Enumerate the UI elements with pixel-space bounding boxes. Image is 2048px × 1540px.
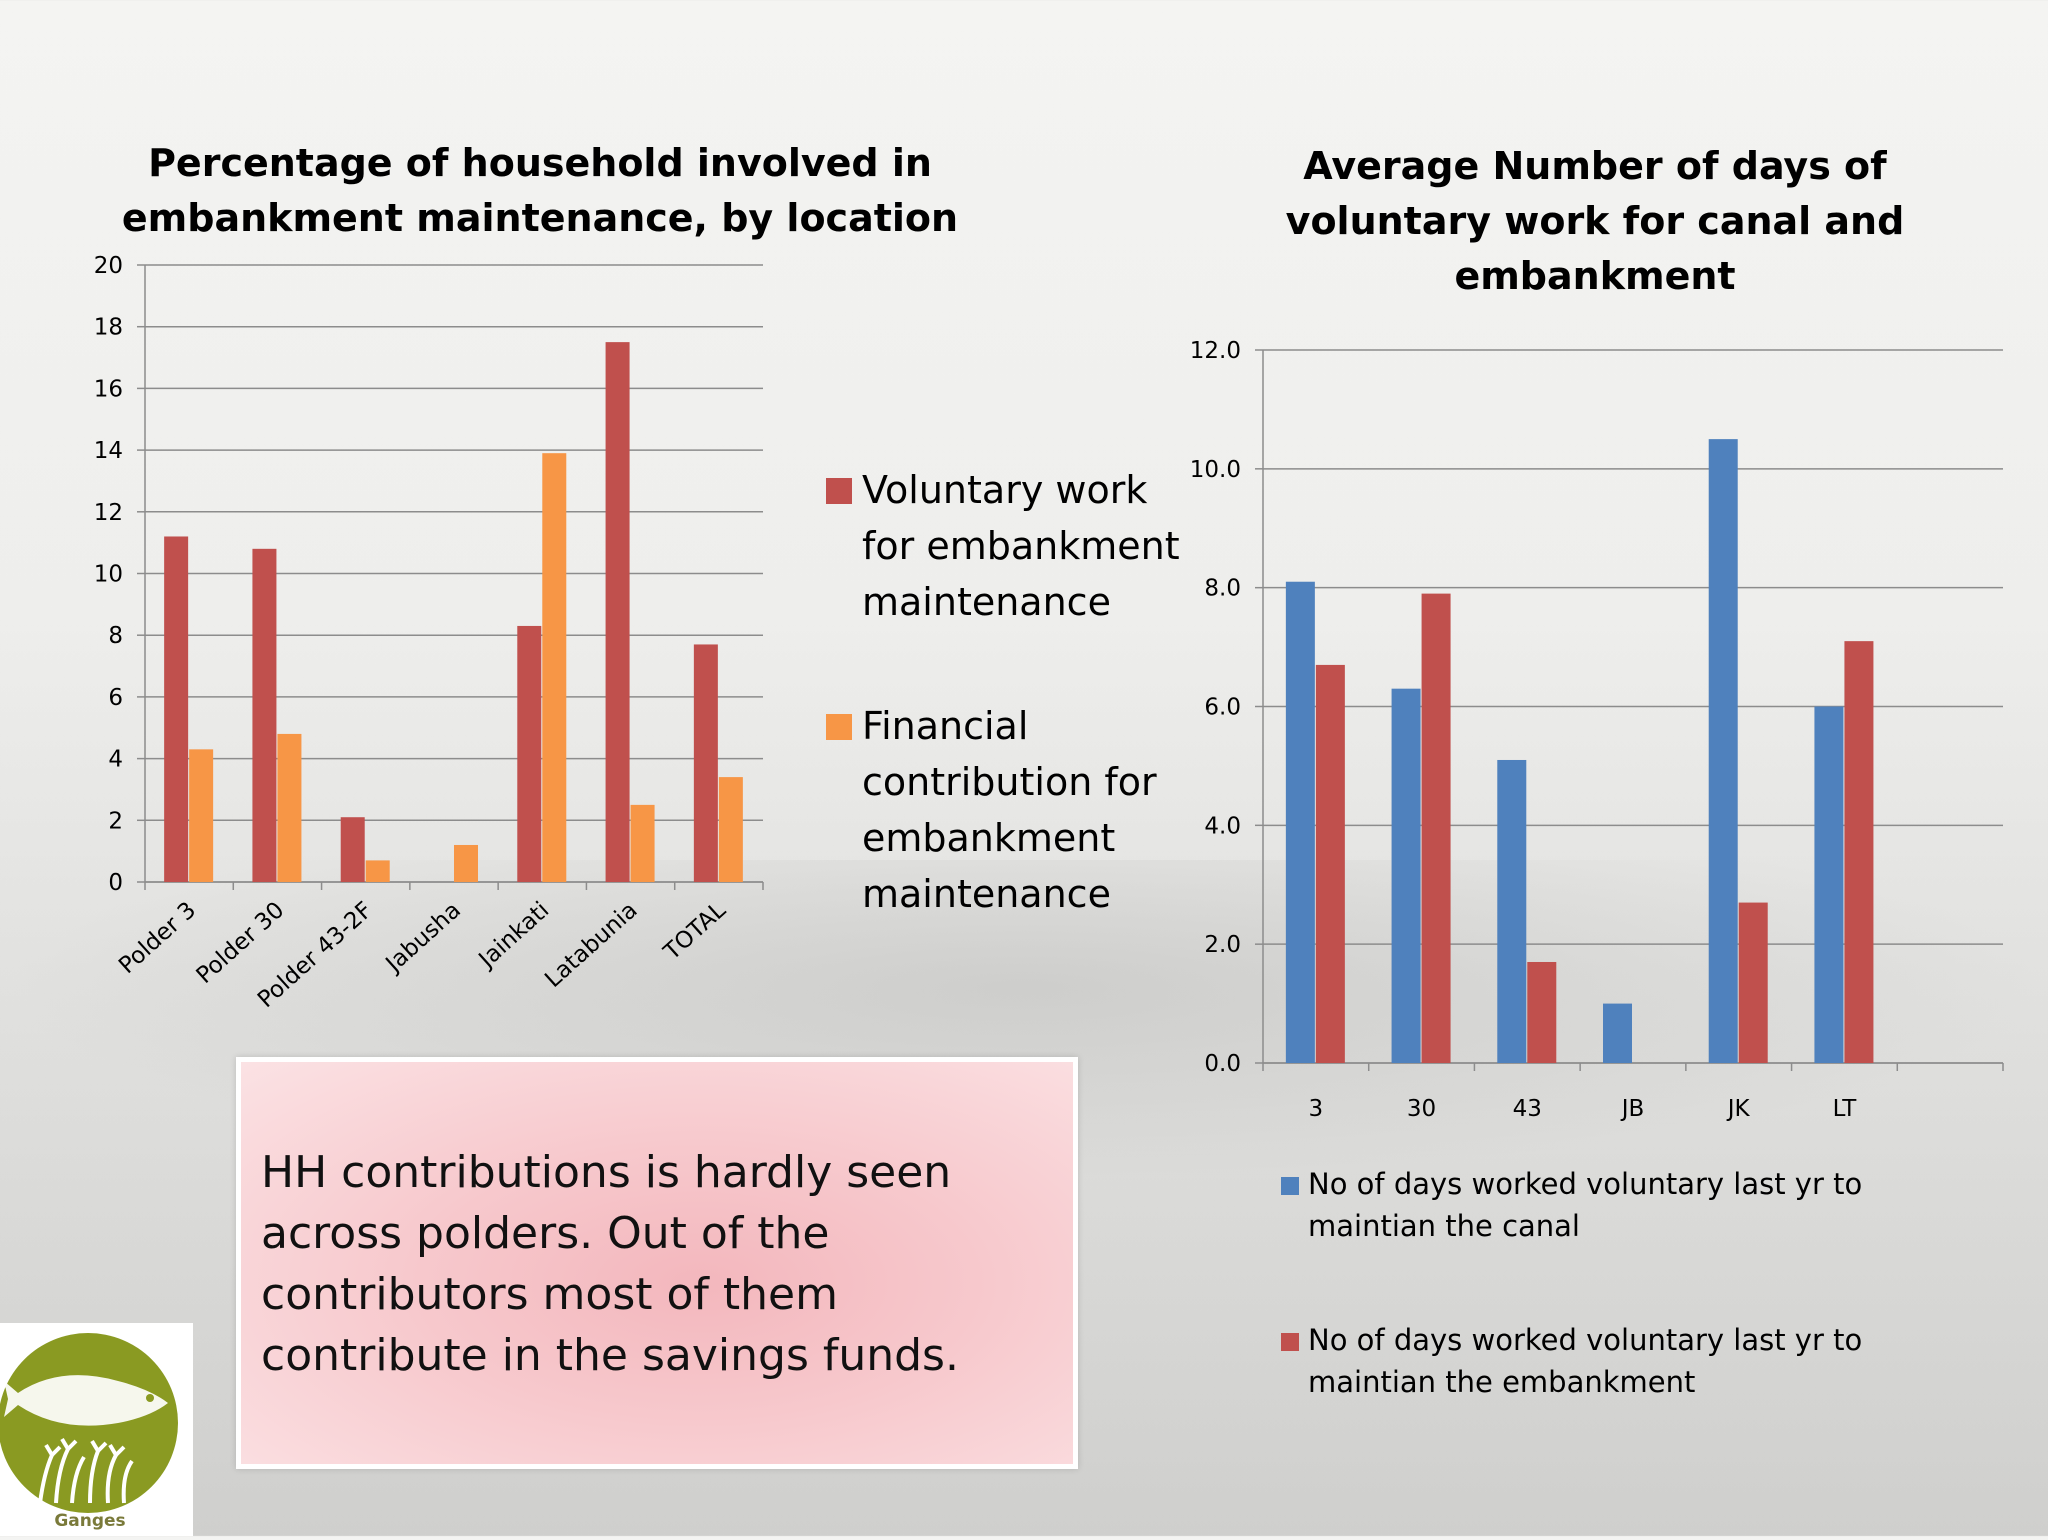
- chart2-ytick-label: 12.0: [1190, 338, 1241, 364]
- ganges-logo: Ganges: [0, 1323, 193, 1536]
- chart2-ytick-label: 6.0: [1204, 695, 1241, 721]
- chart2-bar-1-4: [1738, 902, 1768, 1063]
- chart2-ytick-label: 0.0: [1204, 1051, 1241, 1077]
- chart1-bar-1-5: [630, 804, 655, 882]
- chart2-bar-1-5: [1844, 641, 1874, 1063]
- chart1-category-label: Latabunia: [540, 897, 642, 993]
- chart1-ytick-label: 2: [108, 808, 123, 834]
- chart2-ytick-label: 4.0: [1204, 813, 1241, 839]
- chart-title-household-percentage: Percentage of household involved in emba…: [121, 141, 959, 240]
- chart2-category-label: 43: [1513, 1096, 1542, 1122]
- chart2-category-label: 3: [1309, 1096, 1324, 1122]
- chart2-bar-1-2: [1527, 961, 1557, 1063]
- chart1-legend: Voluntary work for embankment maintenanc…: [820, 462, 1180, 990]
- chart1-category-label: Polder 3: [114, 897, 201, 979]
- chart2-category-label: LT: [1833, 1096, 1858, 1122]
- chart2-bar-0-3: [1603, 1003, 1632, 1063]
- chart1-bar-0-2: [340, 817, 365, 882]
- legend-swatch-embankment-days: [1281, 1333, 1299, 1351]
- chart1-bar-0-5: [605, 342, 630, 882]
- chart1-ytick-label: 0: [108, 870, 123, 896]
- chart2-bar-0-2: [1497, 759, 1527, 1063]
- note-text: HH contributions is hardly seen across p…: [261, 1147, 959, 1381]
- chart2-ytick-label: 2.0: [1204, 932, 1241, 958]
- chart1-bar-0-0: [164, 536, 189, 882]
- legend-label-financial-contribution: Financial contribution for embankment ma…: [862, 704, 1157, 916]
- chart1-ytick-label: 14: [94, 438, 123, 464]
- chart2-category-label: JK: [1726, 1096, 1751, 1122]
- chart1-category-label: TOTAL: [659, 897, 732, 966]
- chart2-bar-0-5: [1814, 706, 1844, 1063]
- chart-title-average-days: Average Number of days of voluntary work…: [1285, 144, 1905, 298]
- chart1-ytick-label: 4: [108, 747, 123, 773]
- legend-swatch-voluntary-work: [826, 478, 852, 504]
- chart1-bar-0-1: [252, 548, 277, 882]
- chart1-bar-1-0: [189, 749, 214, 882]
- legend-swatch-canal-days: [1281, 1177, 1299, 1195]
- chart2-legend: No of days worked voluntary last yr to m…: [1278, 1163, 1978, 1475]
- chart2-category-label: 30: [1407, 1096, 1436, 1122]
- chart2-category-label: JB: [1620, 1096, 1645, 1122]
- chart1-bar-1-4: [542, 453, 567, 882]
- chart1-category-label: Jabusha: [380, 897, 466, 978]
- chart1-bar-1-6: [718, 777, 743, 882]
- chart1-ytick-label: 12: [94, 500, 123, 526]
- note-box: HH contributions is hardly seen across p…: [236, 1057, 1078, 1469]
- legend-item-canal-days: No of days worked voluntary last yr to m…: [1278, 1163, 1978, 1247]
- legend-label-canal-days: No of days worked voluntary last yr to m…: [1308, 1167, 1863, 1243]
- chart2-bar-0-1: [1391, 688, 1421, 1063]
- chart1-ytick-label: 18: [94, 315, 123, 341]
- chart1-ytick-label: 8: [108, 623, 123, 649]
- chart2-bar-1-1: [1421, 593, 1451, 1063]
- legend-label-voluntary-work: Voluntary work for embankment maintenanc…: [862, 468, 1180, 624]
- chart1-bar-1-2: [365, 860, 390, 882]
- chart2-bar-1-0: [1315, 664, 1345, 1063]
- legend-swatch-financial-contribution: [826, 714, 852, 740]
- chart1-ytick-label: 6: [108, 685, 123, 711]
- chart1-ytick-label: 16: [94, 376, 123, 402]
- chart2-ytick-label: 8.0: [1204, 576, 1241, 602]
- legend-item-embankment-days: No of days worked voluntary last yr to m…: [1278, 1319, 1978, 1403]
- fish-and-grain-icon: [0, 1333, 178, 1513]
- chart1-category-label: Jainkati: [473, 897, 555, 974]
- logo-caption: Ganges: [54, 1511, 126, 1531]
- legend-label-embankment-days: No of days worked voluntary last yr to m…: [1308, 1323, 1863, 1399]
- chart1-bar-0-6: [693, 644, 718, 882]
- legend-item-voluntary-work: Voluntary work for embankment maintenanc…: [820, 462, 1180, 630]
- chart1-bar-1-3: [454, 844, 478, 882]
- chart1-bar-1-1: [277, 733, 302, 882]
- legend-item-financial-contribution: Financial contribution for embankment ma…: [820, 698, 1180, 922]
- chart1-ytick-label: 10: [94, 562, 123, 588]
- chart1-ytick-label: 20: [94, 253, 123, 279]
- chart2-bar-0-0: [1285, 581, 1315, 1063]
- chart1-bar-0-4: [517, 625, 542, 882]
- chart2-ytick-label: 10.0: [1190, 457, 1241, 483]
- chart2-bar-0-4: [1708, 439, 1738, 1063]
